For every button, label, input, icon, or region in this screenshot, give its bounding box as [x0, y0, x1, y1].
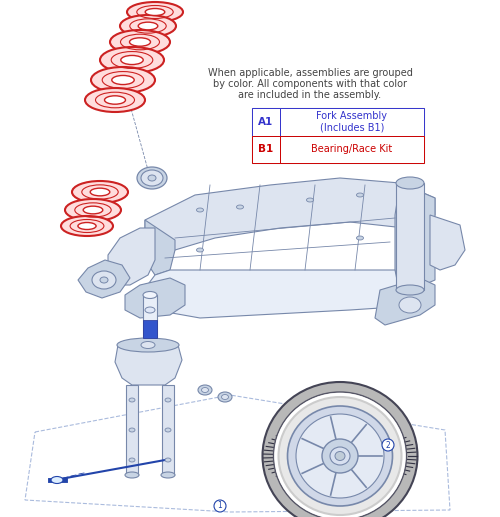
Ellipse shape — [129, 398, 135, 402]
Ellipse shape — [322, 439, 358, 473]
Polygon shape — [145, 178, 435, 260]
Circle shape — [382, 439, 394, 451]
Ellipse shape — [104, 96, 126, 104]
Polygon shape — [125, 278, 185, 318]
Ellipse shape — [396, 285, 424, 295]
Ellipse shape — [100, 47, 164, 73]
Ellipse shape — [72, 181, 128, 203]
Ellipse shape — [148, 175, 156, 181]
Ellipse shape — [356, 193, 364, 197]
Ellipse shape — [330, 447, 350, 465]
Polygon shape — [115, 345, 182, 385]
Polygon shape — [78, 260, 130, 298]
Bar — [252, 135, 280, 163]
Ellipse shape — [121, 55, 143, 65]
Polygon shape — [143, 295, 157, 345]
Ellipse shape — [399, 297, 421, 313]
Ellipse shape — [138, 22, 158, 30]
Polygon shape — [140, 270, 400, 318]
Ellipse shape — [120, 15, 176, 37]
Ellipse shape — [165, 428, 171, 432]
Ellipse shape — [130, 38, 150, 46]
Text: B1: B1 — [258, 144, 274, 154]
Ellipse shape — [356, 236, 364, 240]
Text: are included in the assembly.: are included in the assembly. — [238, 90, 382, 100]
Polygon shape — [145, 220, 175, 275]
Ellipse shape — [236, 205, 244, 209]
Ellipse shape — [274, 392, 406, 517]
Ellipse shape — [196, 248, 203, 252]
Polygon shape — [395, 183, 435, 295]
Text: 2: 2 — [386, 440, 390, 449]
Ellipse shape — [202, 388, 208, 392]
Ellipse shape — [117, 338, 179, 352]
Ellipse shape — [141, 342, 155, 348]
Text: A1: A1 — [258, 117, 274, 127]
Ellipse shape — [218, 392, 232, 402]
Ellipse shape — [288, 406, 393, 506]
Ellipse shape — [335, 451, 345, 461]
Ellipse shape — [396, 177, 424, 189]
Ellipse shape — [196, 208, 203, 212]
Ellipse shape — [262, 382, 418, 517]
Ellipse shape — [78, 222, 96, 230]
Ellipse shape — [141, 170, 163, 186]
Ellipse shape — [110, 30, 170, 54]
Ellipse shape — [127, 2, 183, 22]
Ellipse shape — [129, 428, 135, 432]
Ellipse shape — [165, 458, 171, 462]
Ellipse shape — [125, 472, 139, 478]
Ellipse shape — [137, 167, 167, 189]
Text: 1: 1 — [218, 501, 222, 510]
Ellipse shape — [145, 8, 165, 16]
Ellipse shape — [65, 199, 121, 221]
Ellipse shape — [145, 307, 155, 313]
Ellipse shape — [161, 472, 175, 478]
Ellipse shape — [90, 188, 110, 196]
Ellipse shape — [91, 67, 155, 93]
Bar — [252, 108, 424, 163]
Ellipse shape — [61, 216, 113, 236]
Ellipse shape — [296, 414, 384, 498]
Text: When applicable, assemblies are grouped: When applicable, assemblies are grouped — [208, 68, 412, 78]
Polygon shape — [108, 228, 155, 285]
Ellipse shape — [129, 458, 135, 462]
Ellipse shape — [112, 75, 134, 85]
Ellipse shape — [306, 198, 314, 202]
Bar — [280, 135, 424, 163]
Ellipse shape — [85, 88, 145, 112]
Polygon shape — [430, 215, 465, 270]
Circle shape — [214, 500, 226, 512]
Polygon shape — [396, 183, 424, 290]
Text: Bearing/Race Kit: Bearing/Race Kit — [312, 144, 392, 154]
Ellipse shape — [143, 292, 157, 298]
Ellipse shape — [92, 271, 116, 289]
Ellipse shape — [51, 477, 63, 483]
Bar — [280, 108, 424, 135]
Polygon shape — [375, 278, 435, 325]
Ellipse shape — [222, 394, 228, 400]
Ellipse shape — [83, 206, 103, 214]
Ellipse shape — [100, 277, 108, 283]
Bar — [143, 338, 157, 345]
Ellipse shape — [165, 398, 171, 402]
Bar — [252, 108, 280, 135]
Text: by color. All components with that color: by color. All components with that color — [213, 79, 407, 89]
Ellipse shape — [198, 385, 212, 395]
Polygon shape — [126, 385, 138, 475]
Text: Fork Assembly
(Includes B1): Fork Assembly (Includes B1) — [316, 111, 388, 133]
Bar — [143, 320, 157, 338]
Polygon shape — [162, 385, 174, 475]
